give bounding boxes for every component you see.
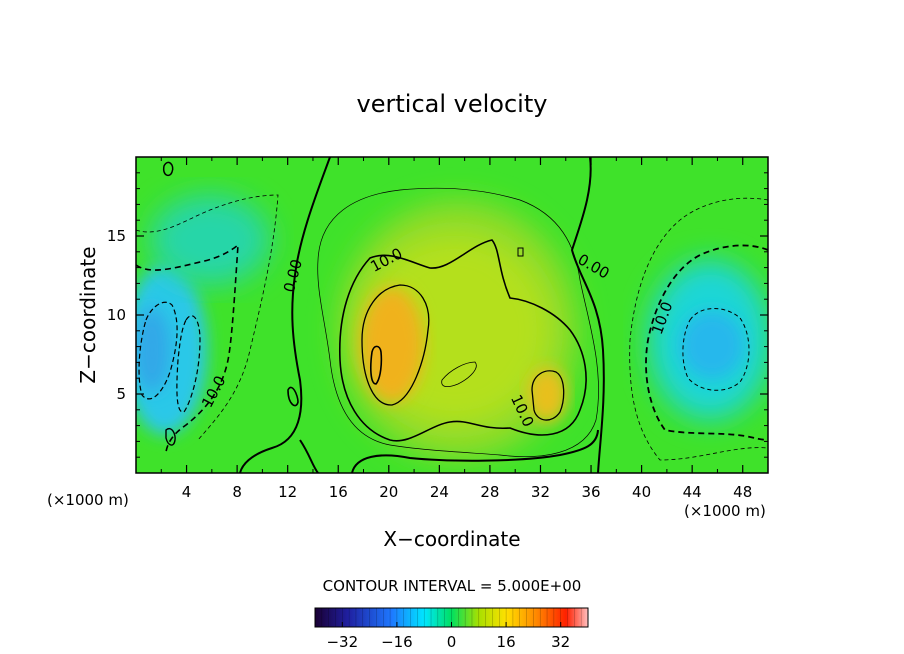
y-tick-label: 15 (107, 227, 126, 245)
downdraft-left (136, 265, 207, 435)
contour-zero-left (239, 157, 331, 473)
x-tick-label: 36 (581, 483, 600, 501)
contour-neg-fifteen-left-b (176, 315, 201, 413)
contour-fifteen-right (531, 370, 565, 421)
x-tick-label: 32 (531, 483, 550, 501)
contour-neg-ten-right (645, 244, 768, 441)
contour-neg-five-right (629, 197, 768, 461)
x-unit-right: (×1000 m) (684, 502, 766, 520)
contour-five-outer (317, 187, 599, 457)
x-tick-label: 44 (683, 483, 702, 501)
y-tick-label: 5 (116, 385, 126, 403)
contour-zero-bottom (299, 439, 319, 473)
y-tick-label: 10 (107, 306, 126, 324)
contour-interval-text: CONTOUR INTERVAL = 5.000E+00 (323, 577, 582, 595)
x-tick-label: 48 (733, 483, 752, 501)
x-tick-label: 28 (480, 483, 499, 501)
x-tick-label: 20 (379, 483, 398, 501)
colorbar-stripes (321, 608, 582, 627)
updraft-core-left (360, 287, 424, 403)
contour-neg-fifteen-right (682, 308, 750, 391)
contour-zero-right (570, 157, 605, 473)
contour-twenty-core (370, 345, 383, 385)
contour-neg-five-left (136, 194, 279, 441)
contour-small-square (517, 247, 524, 257)
x-tick-label: 40 (632, 483, 651, 501)
contour-neg-fifteen-left (138, 301, 178, 400)
contour-fifteen-left (361, 284, 430, 406)
chart-title: vertical velocity (357, 90, 548, 118)
x-tick-label: 8 (232, 483, 242, 501)
colorbar: −32 −16 0 16 32 (314, 607, 589, 651)
x-tick-label: 4 (182, 483, 192, 501)
contour-ten-main (338, 239, 587, 442)
colorbar-tick-label: 32 (551, 633, 570, 651)
contour-bottom-left-wiggle (165, 428, 176, 446)
x-axis-label: X−coordinate (383, 527, 520, 551)
x-tick-label: 24 (430, 483, 449, 501)
colorbar-tick-label: −32 (326, 633, 358, 651)
contour-zero-inner-bottom (351, 429, 599, 473)
colorbar-gradient (315, 608, 588, 627)
y-axis-ticks: 5 10 15 (107, 172, 768, 458)
downdraft-right-core (680, 311, 744, 379)
contour-lines (136, 157, 768, 473)
x-tick-label: 12 (278, 483, 297, 501)
colorbar-ticks: −32 −16 0 16 32 (326, 622, 570, 651)
colorbar-tick-label: 0 (447, 633, 457, 651)
field-shading (136, 195, 768, 460)
contour-small-mid (287, 386, 299, 407)
updraft-core-right (527, 367, 567, 423)
x-tick-label: 16 (329, 483, 348, 501)
x-unit-left: (×1000 m) (47, 491, 129, 509)
colorbar-tick-label: −16 (381, 633, 413, 651)
contour-small-top (162, 161, 174, 177)
downdraft-top-left (150, 195, 270, 285)
downdraft-left-core (136, 308, 170, 392)
contour-neg-ten-left (136, 243, 239, 453)
colorbar-tick-label: 16 (497, 633, 516, 651)
contour-small-center (441, 361, 477, 388)
y-axis-label: Z−coordinate (76, 246, 100, 383)
x-axis-ticks: 4 8 12 16 20 24 28 32 36 40 44 48 (160, 157, 752, 501)
